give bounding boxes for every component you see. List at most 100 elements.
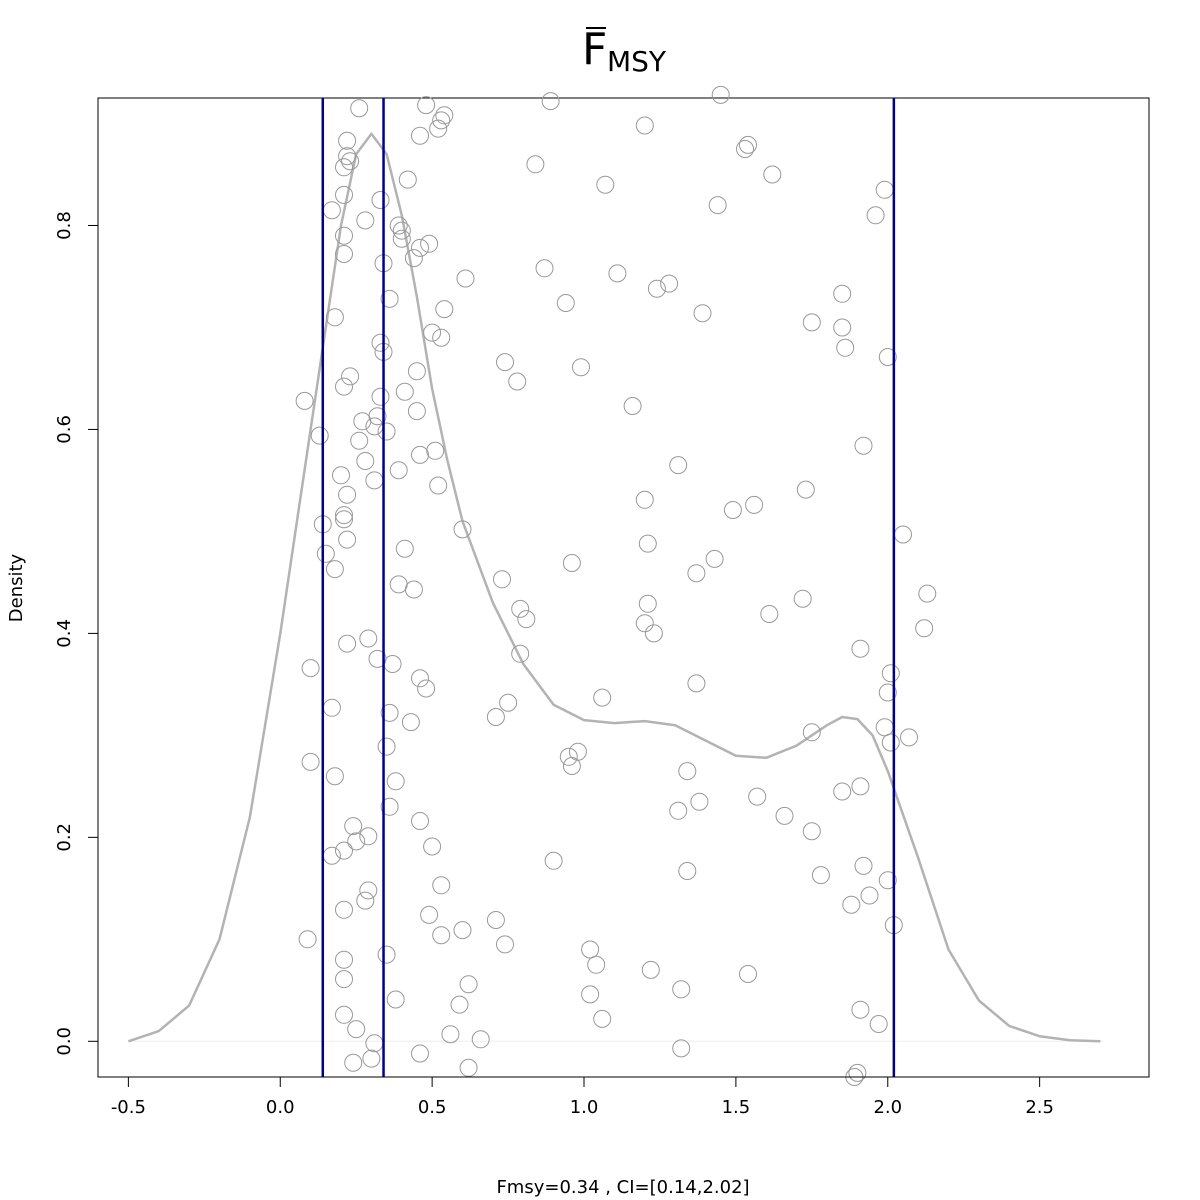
data-point [678,862,697,880]
data-point [441,1025,460,1044]
data-point [335,506,353,525]
data-point [398,170,417,189]
data-point [593,1009,612,1028]
data-point [875,180,894,199]
data-point [593,688,612,707]
data-point [356,452,375,470]
data-point [386,772,405,791]
title-main: F [582,24,607,75]
data-point [301,752,320,771]
data-point [869,1015,888,1033]
data-point [365,471,384,490]
data-point [526,155,545,174]
data-point [407,362,426,381]
data-point [745,495,764,514]
data-point [338,485,357,504]
data-point [356,211,375,230]
data-point [672,980,691,999]
y-axis: 0.0 0.2 0.4 0.6 0.8 [54,211,99,1056]
data-point [344,817,363,836]
data-point [356,891,375,910]
data-point [608,264,627,283]
data-point [854,436,873,455]
data-point [325,560,344,579]
data-point [335,158,353,177]
data-point [420,905,439,924]
plot-area-frame [97,97,1150,1078]
data-point [511,644,530,663]
data-point [894,525,912,544]
data-point [389,461,408,480]
data-point [562,554,581,572]
data-point [411,812,429,830]
data-point [432,111,451,130]
data-point [380,797,399,816]
data-point [723,501,742,519]
data-point [511,599,530,618]
vertical-reference-lines [321,98,896,1077]
data-point [389,575,408,594]
data-point [362,1049,381,1068]
x-tick-label: 0.5 [418,1097,447,1118]
data-point [310,426,329,445]
data-point [429,476,448,495]
data-point [429,119,448,138]
data-point [635,614,654,633]
y-tick-label: 0.2 [54,823,75,852]
data-point [471,1030,490,1049]
data-point [736,140,754,158]
data-point [581,985,600,1004]
data-point [860,886,879,905]
data-point [562,757,581,775]
title-subscript: MSY [607,45,667,78]
data-point [587,955,606,974]
data-point [453,921,472,940]
data-point [411,669,429,688]
data-point [335,377,353,396]
data-point [347,832,366,851]
data-point [705,549,724,568]
data-point [338,634,357,653]
data-point [392,229,411,248]
data-point [760,605,779,623]
data-point [335,970,353,989]
y-tick-label: 0.0 [54,1027,75,1056]
data-point [690,792,709,811]
data-point [851,639,870,658]
data-point [556,294,575,312]
data-point [417,679,436,698]
data-point [848,1063,867,1082]
data-point [739,965,757,983]
data-point [347,1020,366,1039]
data-point [544,851,563,870]
data-point [350,431,369,450]
y-tick-label: 0.6 [54,415,75,444]
data-point [395,539,414,558]
data-point [641,960,660,979]
data-point [420,234,439,253]
data-point [353,412,372,431]
data-point [811,866,830,885]
data-point [881,733,900,752]
data-point [423,837,442,856]
data-point [401,713,420,732]
data-point [669,801,688,820]
data-point [669,456,688,475]
data-point [875,718,894,737]
data-point [496,935,514,954]
data-point [435,106,454,125]
data-point [322,201,341,220]
data-point [833,284,852,303]
data-point [878,871,897,890]
data-point [417,96,436,115]
y-tick-label: 0.4 [54,619,75,648]
data-point [638,594,657,613]
data-point [316,544,335,563]
data-point [693,304,712,323]
data-point [459,1058,478,1077]
data-point [915,619,934,638]
data-point [380,703,399,722]
density-curve [128,132,1101,1043]
data-point [459,975,478,994]
x-tick-label: 1.0 [570,1097,599,1118]
